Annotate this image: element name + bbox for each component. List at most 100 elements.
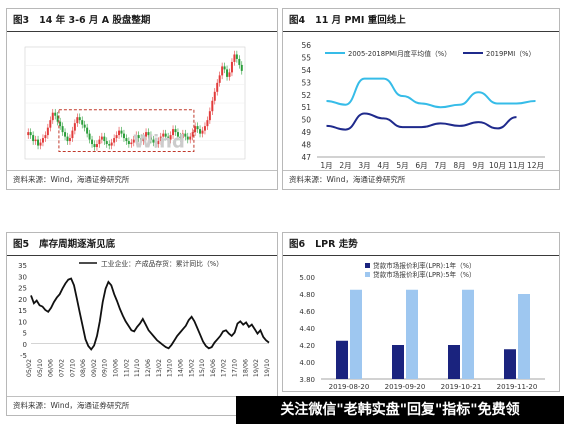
candle-body xyxy=(120,130,123,134)
x-tick-label: 10月 xyxy=(489,161,506,170)
x-tick-label: 15/02 xyxy=(188,359,195,377)
candle-body xyxy=(98,139,101,145)
candle-body xyxy=(230,61,233,73)
candle-body xyxy=(81,120,84,125)
y-tick-label: 47 xyxy=(301,153,311,162)
candle-body xyxy=(83,124,86,128)
y-tick-label: 48 xyxy=(301,141,311,150)
candle-body xyxy=(147,132,150,136)
candle-body xyxy=(221,66,224,76)
candle-body xyxy=(132,139,135,143)
chart-panel-pmi: 图4 11 月 PMI 重回线上 47 48 49 50 51 52 53 54 55 56 1月 2月… xyxy=(282,8,560,190)
y-tick-label: 52 xyxy=(301,91,311,100)
y-tick-label: 4.80 xyxy=(299,291,315,299)
y-tick-label: 4.20 xyxy=(299,342,315,350)
candle-body xyxy=(88,133,91,140)
candle-body xyxy=(34,139,37,142)
candle-body xyxy=(154,142,157,145)
candle-body xyxy=(174,129,177,133)
bar xyxy=(350,289,362,379)
candle-body xyxy=(184,133,187,137)
candle-body xyxy=(41,138,44,143)
x-tick-label: 4月 xyxy=(377,161,389,170)
candle-body xyxy=(86,127,89,134)
candle-body xyxy=(130,142,133,145)
candle-body xyxy=(76,117,79,124)
y-tick-label: 0 xyxy=(23,341,27,349)
x-tick-label: 09/10 xyxy=(102,359,109,377)
x-tick-label: 13/10 xyxy=(167,359,174,377)
candle-body xyxy=(137,135,140,139)
candle-body xyxy=(108,144,111,146)
bar xyxy=(448,345,460,379)
candle-body xyxy=(162,133,165,137)
panel-title: 图4 11 月 PMI 重回线上 xyxy=(289,15,406,26)
y-tick-label: 20 xyxy=(18,296,27,304)
x-tick-label: 19/10 xyxy=(264,359,271,377)
x-tick-label: 19/02 xyxy=(253,359,260,377)
legend-swatch xyxy=(365,272,370,277)
candle-body xyxy=(122,133,125,139)
bar xyxy=(504,349,516,379)
candle-body xyxy=(49,120,52,128)
candle-body xyxy=(118,130,121,136)
candle-body xyxy=(167,136,170,140)
x-tick-label: 07/02 xyxy=(58,359,65,377)
bar xyxy=(518,294,530,379)
series-line xyxy=(326,112,517,131)
panel-title: 图5 库存周期逐渐见底 xyxy=(13,239,116,250)
y-tick-label: 51 xyxy=(301,103,311,112)
candle-body xyxy=(127,141,130,145)
panel-title: 图6 LPR 走势 xyxy=(289,239,358,250)
x-tick-label: 10/06 xyxy=(113,359,120,377)
y-tick-label: 54 xyxy=(301,66,311,75)
candle-body xyxy=(179,136,182,139)
y-tick-label: 5.00 xyxy=(299,274,315,282)
candle-body xyxy=(27,132,30,136)
chart-panel-inventory: 图5 库存周期逐渐见底 -5 0 5 10 15 20 25 30 35 05/02 05/10 06/… xyxy=(6,232,278,416)
x-tick-label: 2019-09-20 xyxy=(385,383,426,391)
candle-body xyxy=(59,121,62,127)
candle-body xyxy=(100,136,103,140)
candle-body xyxy=(66,136,69,142)
candle-body xyxy=(181,133,184,139)
series-line xyxy=(30,277,270,351)
x-tick-label: 12月 xyxy=(527,161,544,170)
x-tick-label: 18/06 xyxy=(242,359,249,377)
candle-body xyxy=(233,54,236,62)
candle-body xyxy=(169,135,172,140)
candle-body xyxy=(145,132,148,137)
x-tick-label: 07/10 xyxy=(69,359,76,377)
x-tick-label: 09/02 xyxy=(91,359,98,377)
candle-body xyxy=(149,135,152,140)
legend-label: 工业企业：产成品存货：累计同比（%） xyxy=(101,259,223,268)
y-tick-label: 5 xyxy=(23,330,27,338)
y-tick-label: 4.60 xyxy=(299,308,315,316)
candle-body xyxy=(216,82,219,92)
source-note: 资料来源：Wind，海通证券研究所 xyxy=(13,401,130,410)
candle-body xyxy=(201,130,204,134)
candle-body xyxy=(29,132,32,136)
x-tick-label: 06/06 xyxy=(48,359,55,377)
x-tick-label: 17/02 xyxy=(221,359,228,377)
candle-body xyxy=(172,129,175,136)
x-tick-label: 05/10 xyxy=(37,359,44,377)
candle-body xyxy=(194,126,197,133)
x-tick-label: 14/06 xyxy=(177,359,184,377)
candle-body xyxy=(223,66,226,70)
candle-body xyxy=(213,91,216,101)
x-tick-label: 11月 xyxy=(508,161,525,170)
panel-title: 图3 14 年 3-6 月 A 股盘整期 xyxy=(13,15,151,26)
candle-body xyxy=(37,139,40,146)
x-tick-label: 11/10 xyxy=(134,359,141,377)
legend-label: 2019PMI（%） xyxy=(486,50,535,58)
candle-body xyxy=(61,126,64,133)
lpr-bar-chart: 3.80 4.00 4.20 4.40 4.60 4.80 5.00 2019-08-20 20… xyxy=(299,261,545,391)
candle-body xyxy=(142,136,145,142)
candle-body xyxy=(196,126,199,130)
legend-label: 贷款市场报价利率(LPR):1年（%） xyxy=(373,261,476,270)
x-tick-label: 2019-11-20 xyxy=(497,383,538,391)
candle-body xyxy=(113,138,116,143)
candle-body xyxy=(56,115,59,122)
candle-body xyxy=(44,135,47,139)
